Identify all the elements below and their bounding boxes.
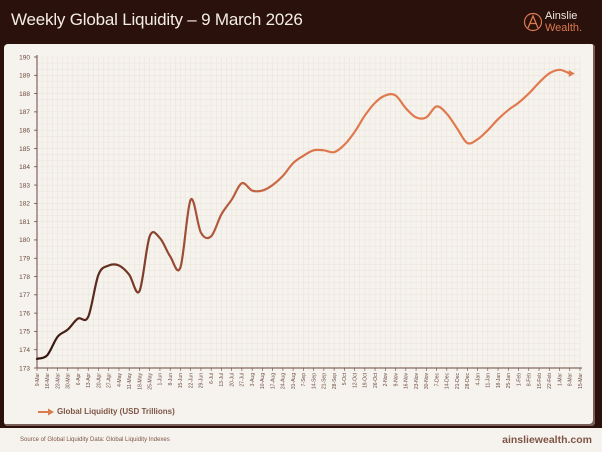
x-tick-label: 7-Dec	[434, 373, 440, 387]
x-tick-label: 12-Oct	[352, 372, 358, 388]
x-tick-label: 14-Sep	[311, 373, 317, 389]
y-tick-label: 189	[19, 73, 30, 80]
x-tick-label: 29-Jun	[199, 373, 205, 389]
chart-grid	[36, 56, 581, 369]
y-tick-label: 177	[19, 292, 30, 299]
x-tick-label: 25-Jan	[506, 373, 512, 389]
website-link[interactable]: ainsliewealth.com	[502, 434, 592, 446]
x-tick-label: 3-Aug	[250, 373, 256, 387]
x-tick-label: 27-Apr	[107, 373, 113, 388]
x-tick-label: 4-Jan	[475, 373, 481, 386]
x-tick-label: 16-Nov	[404, 373, 410, 390]
x-tick-label: 22-Feb	[547, 373, 553, 389]
x-tick-label: 31-Aug	[291, 373, 297, 389]
chart-panel	[4, 44, 595, 426]
x-tick-label: 28-Dec	[465, 373, 471, 390]
x-tick-label: 6-Apr	[76, 373, 82, 386]
x-tick-label: 8-Feb	[527, 373, 533, 386]
x-tick-label: 9-Nov	[393, 373, 399, 387]
ainslie-a-logo-icon	[523, 12, 543, 32]
x-tick-label: 8-Jun	[168, 373, 174, 386]
y-tick-label: 185	[19, 146, 30, 153]
x-tick-label: 17-Aug	[270, 373, 276, 389]
x-tick-label: 23-Nov	[414, 373, 420, 390]
x-tick-label: 13-Jul	[219, 373, 225, 387]
y-tick-label: 184	[19, 164, 30, 171]
x-tick-label: 15-Mar	[578, 373, 584, 389]
x-axis-tick-labels: 9-Mar 16-Mar 23-Mar 30-Mar 6-Apr 13-Apr 20-Apr…	[35, 372, 584, 389]
x-tick-label: 23-Mar	[55, 373, 61, 389]
series-global-liquidity	[35, 68, 575, 360]
y-tick-label: 186	[19, 127, 30, 134]
x-tick-label: 1-Jun	[158, 373, 164, 386]
x-tick-label: 18-Jan	[496, 373, 502, 389]
series-line	[35, 68, 571, 360]
x-tick-label: 30-Mar	[66, 373, 72, 389]
legend-label: Global Liquidity (USD Trillions)	[57, 407, 175, 416]
y-tick-label: 190	[19, 54, 30, 61]
logo-text-wealth: Wealth.	[545, 22, 583, 34]
y-axis-tick-labels: 173 174 175 176 177 178 179 180 181 182 183 184 185 1…	[19, 54, 30, 372]
source-note: Source of Global Liquidity Data: Global …	[20, 437, 170, 443]
x-tick-label: 4-May	[117, 373, 123, 387]
x-tick-label: 28-Sep	[332, 373, 338, 389]
x-tick-label: 21-Sep	[322, 373, 328, 389]
x-tick-label: 7-Sep	[301, 373, 307, 387]
x-tick-label: 25-May	[147, 373, 153, 390]
y-tick-label: 179	[19, 256, 30, 263]
y-tick-label: 175	[19, 329, 30, 336]
x-tick-label: 20-Apr	[96, 373, 102, 388]
y-tick-label: 187	[19, 109, 30, 116]
ainslie-logo: Ainslie Wealth.	[523, 9, 599, 39]
x-tick-label: 27-Jul	[240, 373, 246, 387]
x-tick-label: 18-May	[137, 373, 143, 390]
header: Weekly Global Liquidity – 9 March 2026 A…	[0, 0, 602, 44]
x-tick-label: 22-Jun	[188, 373, 194, 389]
x-tick-label: 13-Apr	[86, 373, 92, 388]
y-tick-label: 182	[19, 201, 30, 208]
x-tick-label: 11-May	[127, 373, 133, 390]
y-tick-label: 188	[19, 91, 30, 98]
x-tick-label: 1-Feb	[516, 373, 522, 386]
y-tick-label: 176	[19, 310, 30, 317]
x-tick-label: 14-Dec	[445, 373, 451, 390]
legend: Global Liquidity (USD Trillions)	[38, 407, 175, 416]
logo-text-ainslie: Ainslie	[545, 10, 578, 22]
x-tick-label: 26-Oct	[373, 372, 379, 388]
x-tick-label: 10-Aug	[260, 373, 266, 389]
y-tick-label: 180	[19, 237, 30, 244]
x-tick-label: 6-Jul	[209, 373, 215, 384]
x-tick-label: 30-Nov	[424, 373, 430, 390]
x-tick-label: 11-Jan	[486, 373, 492, 388]
x-tick-label: 21-Dec	[455, 373, 461, 390]
x-tick-label: 24-Aug	[281, 373, 287, 389]
y-tick-label: 178	[19, 274, 30, 281]
x-tick-label: 15-Jun	[178, 373, 184, 389]
legend-arrow-icon	[38, 408, 54, 416]
x-tick-label: 5-Oct	[342, 372, 348, 385]
x-tick-label: 16-Mar	[45, 373, 51, 389]
page-title: Weekly Global Liquidity – 9 March 2026	[11, 10, 303, 29]
footer: Source of Global Liquidity Data: Global …	[0, 428, 602, 452]
y-tick-label: 173	[19, 365, 30, 372]
y-tick-label: 174	[19, 347, 30, 354]
y-tick-label: 181	[19, 219, 30, 226]
chart-axes	[34, 55, 582, 371]
x-tick-label: 8-Mar	[568, 373, 574, 386]
series-end-arrow	[568, 69, 575, 77]
x-tick-label: 15-Feb	[537, 373, 543, 389]
x-tick-label: 9-Mar	[35, 373, 41, 386]
y-tick-label: 183	[19, 182, 30, 189]
x-tick-label: 1-Mar	[557, 373, 563, 386]
x-tick-label: 2-Nov	[383, 373, 389, 387]
x-tick-label: 19-Oct	[363, 372, 369, 388]
x-tick-label: 20-Jul	[229, 373, 235, 387]
